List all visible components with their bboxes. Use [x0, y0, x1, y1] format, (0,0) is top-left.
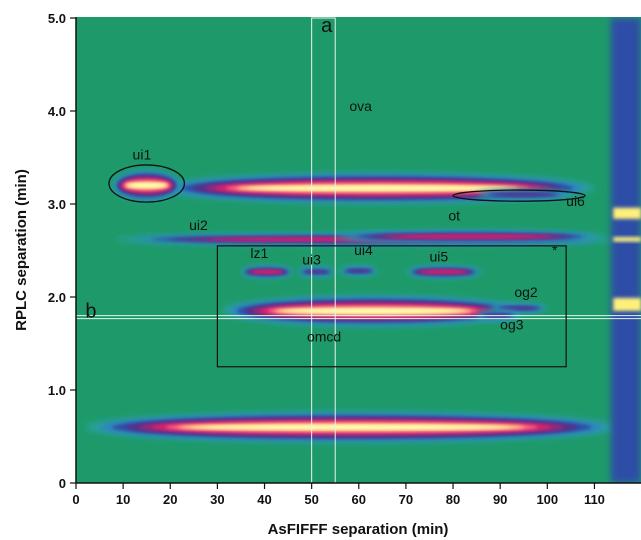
region-ellipse-ui6: [452, 189, 586, 202]
x-tick-label: 10: [116, 492, 130, 507]
y-tick-label: 0: [59, 476, 66, 491]
peak-band-12: [85, 412, 618, 443]
x-tick-label: 80: [446, 492, 460, 507]
peak-label-ui1: ui1: [133, 146, 152, 162]
peak-contour: [126, 183, 167, 188]
peak-label-ui2: ui2: [189, 217, 208, 233]
x-tick-label: 110: [584, 492, 605, 507]
x-tick-label: 40: [257, 492, 271, 507]
x-tick-label: 60: [352, 492, 366, 507]
peak-contour: [385, 235, 554, 239]
peak-label-ui3: ui3: [302, 251, 321, 267]
peak-contour: [247, 186, 508, 190]
axes: 0 10 20 30 40 50 60 70 80 90 100 110 0 1.0 2.0 3.0 4.0 5.…: [48, 11, 641, 507]
annotation-label: a: [321, 15, 333, 37]
peak-label-omcd: omcd: [307, 329, 341, 345]
peak-label-ui6: ui6: [566, 193, 585, 209]
peak-label-og3: og3: [500, 317, 524, 333]
peak-ui1: [113, 170, 180, 201]
y-tick-label: 4.0: [48, 104, 66, 119]
y-tick-label: 5.0: [48, 11, 66, 26]
peak-contour: [420, 270, 468, 274]
edge-signal: [610, 18, 641, 483]
peak-ui3: [297, 267, 336, 277]
overlay-layer: [76, 17, 641, 483]
peak-contour: [282, 309, 464, 313]
y-tick-label: 3.0: [48, 197, 66, 212]
peak-label-ot: ot: [448, 208, 460, 224]
x-tick-label: 50: [304, 492, 318, 507]
peak-label-ui5: ui5: [429, 249, 448, 265]
x-axis-title: AsFIFFF separation (min): [268, 521, 449, 538]
plot-background: [76, 17, 641, 483]
annotation-label: b: [85, 300, 96, 322]
peak-contour: [191, 425, 512, 429]
peak-label-ui4: ui4: [354, 242, 373, 258]
x-tick-label: 30: [210, 492, 224, 507]
peak-og2: [490, 303, 548, 313]
region-ellipse-ui1: [108, 164, 186, 203]
peak-contour: [303, 270, 329, 274]
edge-spot: [613, 207, 641, 219]
peak-label-ova: ova: [349, 98, 372, 114]
y-axis-title: RPLC separation (min): [13, 169, 30, 331]
x-tick-label: 70: [399, 492, 413, 507]
y-tick-label: 1.0: [48, 383, 66, 398]
peak-omcd: [222, 296, 524, 326]
x-tick-label: 100: [536, 492, 558, 507]
x-tick-label: 20: [163, 492, 177, 507]
edge-band: [610, 18, 641, 483]
peak-lz1: [240, 266, 293, 278]
edge-spot: [613, 297, 641, 311]
peak-label-og2: og2: [514, 284, 538, 300]
peak-ui5: [405, 266, 482, 278]
annotation-layer: ova ui1 ui2 ot ui6 lz1 ui3 ui4 ui5 omcd og2 og3 a b *: [85, 15, 585, 345]
peak-ui6: [476, 190, 571, 200]
peak-contour: [492, 193, 555, 197]
peak-contour: [250, 270, 284, 274]
x-tick-label: 90: [493, 492, 507, 507]
region-rectangle: [216, 245, 567, 368]
guide-band-a: [311, 17, 336, 483]
peak-contour: [346, 269, 372, 273]
peak-contour: [500, 306, 538, 310]
peak-ui4: [339, 266, 378, 276]
y-tick-label: 2.0: [48, 290, 66, 305]
peak-ot: [335, 230, 604, 243]
edge-spot: [613, 237, 641, 242]
x-tick-label: 0: [72, 492, 79, 507]
annotation-label: *: [552, 242, 558, 258]
peak-label-lz1: lz1: [250, 245, 268, 261]
